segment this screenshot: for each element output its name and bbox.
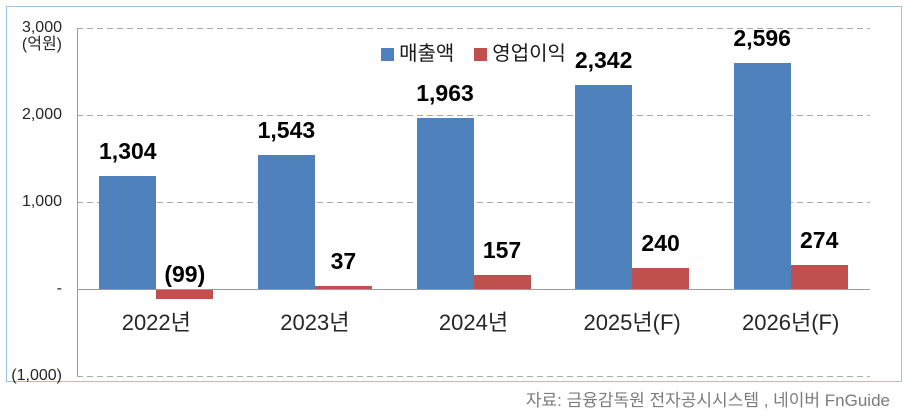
y-axis-tick-label: 3,000 — [21, 19, 62, 36]
operating-profit-bar — [156, 290, 214, 299]
y-axis-tick-label: (1,000) — [11, 367, 62, 384]
legend-item: 매출액 — [381, 42, 454, 66]
operating-profit-bar — [632, 268, 690, 289]
gridline — [77, 201, 870, 203]
revenue-bar — [416, 118, 474, 289]
x-axis-label: 2024년 — [438, 310, 509, 335]
operating-profit-bar — [790, 265, 848, 289]
x-axis-label: 2025년(F) — [583, 310, 681, 335]
legend-swatch-icon — [381, 47, 395, 61]
revenue-bar — [575, 85, 633, 289]
gridline — [77, 375, 870, 377]
source-note: 자료: 금융감독원 전자공시시스템 , 네이버 FnGuide — [525, 391, 890, 410]
value-label: 240 — [641, 230, 680, 257]
revenue-bar — [99, 175, 157, 289]
x-axis-label: 2022년 — [121, 310, 191, 335]
value-label: 1,543 — [257, 116, 316, 143]
operating-profit-bar — [473, 275, 531, 289]
legend-swatch-icon — [474, 47, 488, 61]
operating-profit-bar — [314, 285, 372, 289]
gridline — [77, 114, 870, 116]
y-axis-unit-label: (억원) — [21, 36, 62, 53]
value-label: 157 — [482, 237, 522, 264]
revenue-bar — [257, 154, 315, 289]
value-label: 1,304 — [99, 137, 157, 164]
x-axis-label: 2026년(F) — [742, 310, 840, 335]
value-label: 2,596 — [733, 25, 791, 52]
y-axis-tick-label: 2,000 — [21, 106, 62, 123]
value-label: 37 — [330, 247, 357, 274]
y-axis-tick-label: 1,000 — [21, 193, 62, 210]
x-axis-line — [77, 288, 870, 290]
value-label: 1,963 — [416, 80, 474, 107]
legend-label: 영업이익 — [492, 43, 566, 65]
value-label: 274 — [800, 227, 839, 254]
value-label: (99) — [164, 261, 206, 287]
y-axis-line — [77, 28, 78, 376]
y-axis-tick-label: - — [56, 280, 62, 297]
legend-item: 영업이익 — [474, 42, 566, 66]
value-label: 2,342 — [574, 47, 633, 74]
x-axis-label: 2023년 — [280, 310, 350, 335]
revenue-bar — [733, 63, 791, 289]
gridline — [77, 27, 870, 29]
legend-label: 매출액 — [399, 43, 455, 65]
legend: 매출액 영업이익 — [77, 42, 870, 66]
